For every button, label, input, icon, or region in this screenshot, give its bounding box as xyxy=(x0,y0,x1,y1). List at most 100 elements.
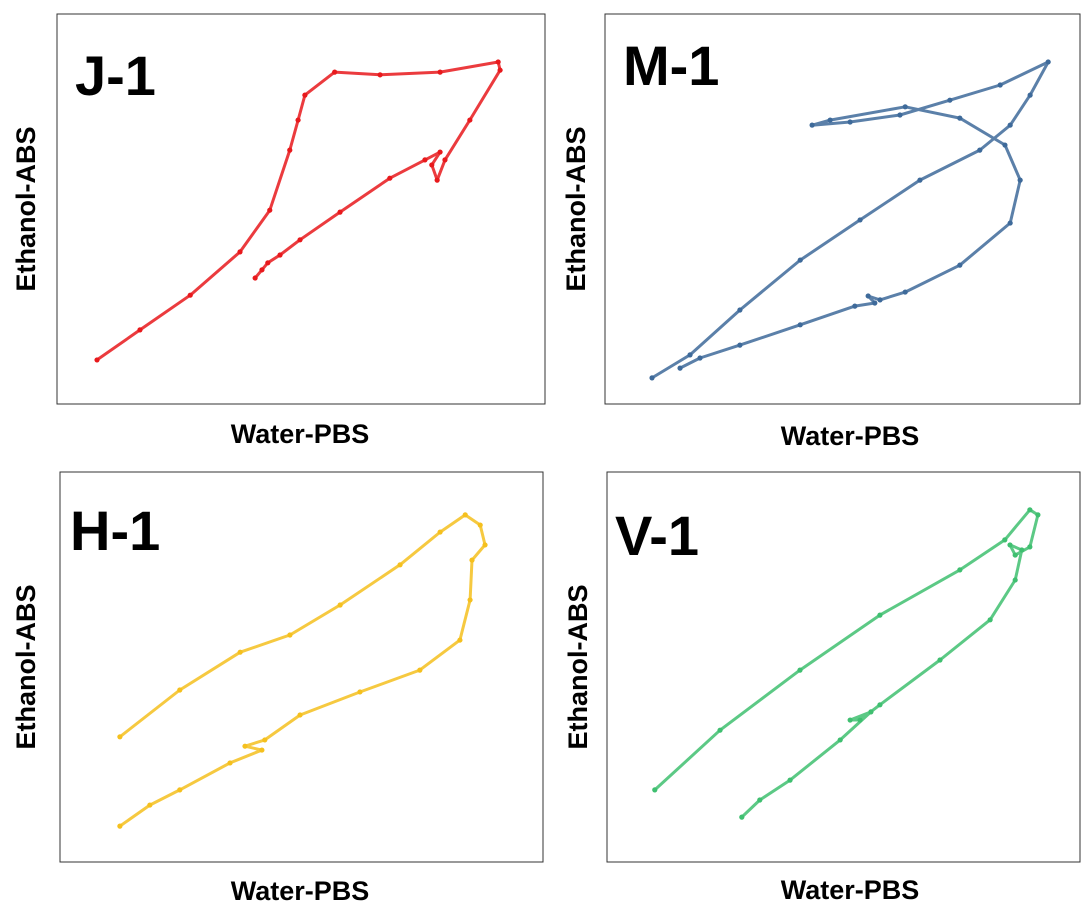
data-point xyxy=(852,303,858,309)
data-point xyxy=(1002,142,1008,148)
data-point xyxy=(422,157,428,163)
data-point xyxy=(227,760,233,766)
trace-line xyxy=(650,60,1050,380)
data-point xyxy=(377,72,383,78)
data-point xyxy=(957,262,963,268)
panel-title: V-1 xyxy=(615,504,699,567)
data-point xyxy=(267,207,273,213)
data-point xyxy=(957,567,963,573)
panel: V-1 Water-PBS Ethanol-ABS xyxy=(563,471,1081,905)
data-point xyxy=(787,777,793,783)
data-point xyxy=(357,689,363,695)
data-point xyxy=(757,797,763,803)
data-point xyxy=(1007,542,1013,548)
data-point xyxy=(177,787,183,793)
data-point xyxy=(877,612,883,618)
data-point xyxy=(739,814,745,820)
data-point xyxy=(897,112,903,118)
y-axis-label: Ethanol-ABS xyxy=(11,127,41,292)
data-point xyxy=(652,787,658,793)
data-point xyxy=(94,357,100,363)
data-point xyxy=(865,293,871,299)
data-point xyxy=(237,649,243,655)
data-point xyxy=(947,97,953,103)
data-point xyxy=(937,657,943,663)
data-point xyxy=(467,117,473,123)
data-point xyxy=(1012,577,1018,583)
data-point xyxy=(847,717,853,723)
data-point xyxy=(495,59,501,65)
data-point xyxy=(457,637,463,643)
plot-frame xyxy=(59,471,544,863)
data-point xyxy=(117,734,123,740)
data-point xyxy=(902,289,908,295)
data-point xyxy=(649,375,655,381)
panel-title: H-1 xyxy=(70,499,160,562)
x-axis-label: Water-PBS xyxy=(231,876,370,906)
data-point xyxy=(797,257,803,263)
data-point xyxy=(287,632,293,638)
panel: J-1 Water-PBS Ethanol-ABS xyxy=(11,13,546,449)
data-point xyxy=(137,327,143,333)
data-point xyxy=(1035,512,1041,518)
x-axis-label: Water-PBS xyxy=(781,875,920,905)
data-point xyxy=(429,162,435,168)
data-point xyxy=(397,562,403,568)
panel-title: M-1 xyxy=(623,34,719,97)
panel: M-1 Water-PBS Ethanol-ABS xyxy=(561,13,1081,451)
data-point xyxy=(697,355,703,361)
data-point xyxy=(337,602,343,608)
data-point xyxy=(857,717,863,723)
data-point xyxy=(467,597,473,603)
data-point xyxy=(417,667,423,673)
data-point xyxy=(857,217,863,223)
data-point xyxy=(872,300,878,306)
data-point xyxy=(837,737,843,743)
data-point xyxy=(737,307,743,313)
data-point xyxy=(1012,552,1018,558)
trace-line xyxy=(118,513,487,828)
data-point xyxy=(252,275,258,281)
data-point xyxy=(482,542,488,548)
data-point xyxy=(259,267,265,273)
data-point xyxy=(1007,220,1013,226)
data-point xyxy=(987,617,993,623)
panel-title: J-1 xyxy=(75,44,156,107)
data-point xyxy=(1045,59,1051,65)
data-point xyxy=(1007,122,1013,128)
data-point xyxy=(297,712,303,718)
data-point xyxy=(1019,547,1025,553)
data-point xyxy=(462,512,468,518)
data-point xyxy=(868,709,874,715)
panel: H-1 Water-PBS Ethanol-ABS xyxy=(11,471,544,906)
trace-line xyxy=(95,60,502,362)
data-point xyxy=(302,92,308,98)
data-point xyxy=(827,117,833,123)
y-axis-label: Ethanol-ABS xyxy=(563,585,593,750)
data-point xyxy=(437,69,443,75)
data-point xyxy=(957,115,963,121)
data-point xyxy=(297,237,303,243)
data-point xyxy=(332,69,338,75)
data-point xyxy=(997,82,1003,88)
data-point xyxy=(877,702,883,708)
data-point xyxy=(1027,544,1033,550)
data-point xyxy=(147,802,153,808)
data-point xyxy=(1027,507,1033,513)
data-point xyxy=(677,365,683,371)
data-point xyxy=(295,117,301,123)
data-point xyxy=(437,149,443,155)
trace-line xyxy=(653,508,1040,819)
data-point xyxy=(469,557,475,563)
data-point xyxy=(1027,92,1033,98)
data-point xyxy=(1002,537,1008,543)
data-point xyxy=(259,747,265,753)
data-point xyxy=(242,743,248,749)
data-point xyxy=(442,157,448,163)
data-point xyxy=(797,667,803,673)
data-point xyxy=(847,119,853,125)
data-point xyxy=(287,147,293,153)
data-point xyxy=(877,297,883,303)
plot-frame xyxy=(604,13,1081,405)
data-point xyxy=(717,727,723,733)
